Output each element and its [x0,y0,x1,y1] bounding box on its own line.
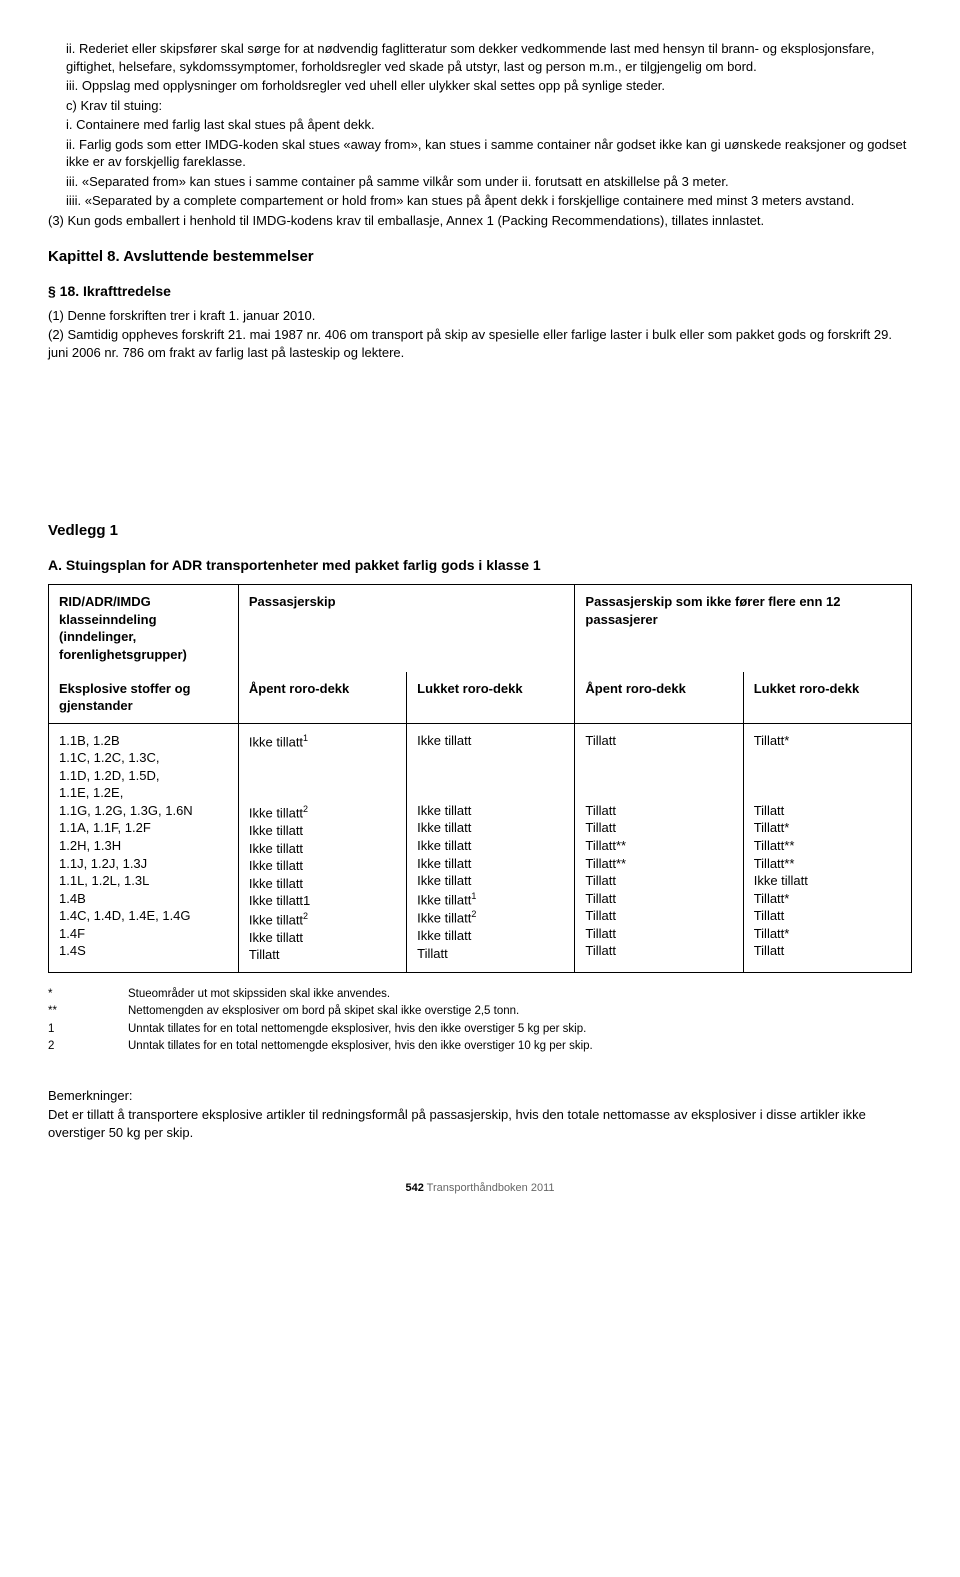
cell-col1: Ikke tillatt1Ikke tillatt2Ikke tillattIk… [238,723,406,972]
heading-vedlegg-1: Vedlegg 1 [48,521,912,541]
cell-labels: 1.1B, 1.2B1.1C, 1.2C, 1.3C,1.1D, 1.2D, 1… [49,723,239,972]
stowage-table: RID/ADR/IMDG klasseinndeling (inndelinge… [48,584,912,972]
list-item-iii: iii. Oppslag med opplysninger om forhold… [48,77,912,95]
list-item-c-ii: ii. Farlig gods som etter IMDG-koden ska… [48,136,912,171]
heading-kapittel-8: Kapittel 8. Avsluttende bestemmelser [48,247,912,267]
page-footer: 542 Transporthåndboken 2011 [48,1181,912,1196]
th-eksplosive: Eksplosive stoffer og gjenstander [49,672,239,724]
th-lukket-1: Lukket roro-dekk [407,672,575,724]
fn-dstar: Nettomengden av eksplosiver om bord på s… [128,1004,519,1020]
th-lukket-2: Lukket roro-dekk [743,672,911,724]
para-3: (3) Kun gods emballert i henhold til IMD… [48,212,912,230]
cell-col2: Ikke tillattIkke tillattIkke tillattIkke… [407,723,575,972]
cell-col4: Tillatt*TillattTillatt*Tillatt**Tillatt*… [743,723,911,972]
heading-s18: § 18. Ikrafttredelse [48,282,912,301]
th-passasjerskip: Passasjerskip [238,585,575,672]
footnotes: *Stueområder ut mot skipssiden skal ikke… [48,987,912,1055]
s18-1: (1) Denne forskriften trer i kraft 1. ja… [48,307,912,325]
list-item-ii: ii. Rederiet eller skipsfører skal sørge… [48,40,912,75]
list-item-c-i: i. Containere med farlig last skal stues… [48,116,912,134]
fn-1: Unntak tillates for en total nettomengde… [128,1022,586,1038]
page-number: 542 [405,1182,423,1194]
s18-2: (2) Samtidig oppheves forskrift 21. mai … [48,326,912,361]
th-apent-2: Åpent roro-dekk [575,672,743,724]
th-class: RID/ADR/IMDG klasseinndeling (inndelinge… [49,585,239,672]
list-item-c-iii: iii. «Separated from» kan stues i samme … [48,173,912,191]
remarks-title: Bemerkninger: [48,1087,912,1105]
list-item-c: c) Krav til stuing: [48,97,912,115]
th-passasjerskip-12: Passasjerskip som ikke fører flere enn 1… [575,585,912,672]
th-apent-1: Åpent roro-dekk [238,672,406,724]
fn-star: Stueområder ut mot skipssiden skal ikke … [128,987,390,1003]
list-item-c-iiii: iiii. «Separated by a complete compartem… [48,192,912,210]
cell-col3: TillattTillattTillattTillatt**Tillatt**T… [575,723,743,972]
remarks-body: Det er tillatt å transportere eksplosive… [48,1106,912,1141]
fn-2: Unntak tillates for en total nettomengde… [128,1039,593,1055]
heading-stuingsplan: A. Stuingsplan for ADR transportenheter … [48,556,912,575]
book-title: Transporthåndboken 2011 [424,1182,555,1194]
